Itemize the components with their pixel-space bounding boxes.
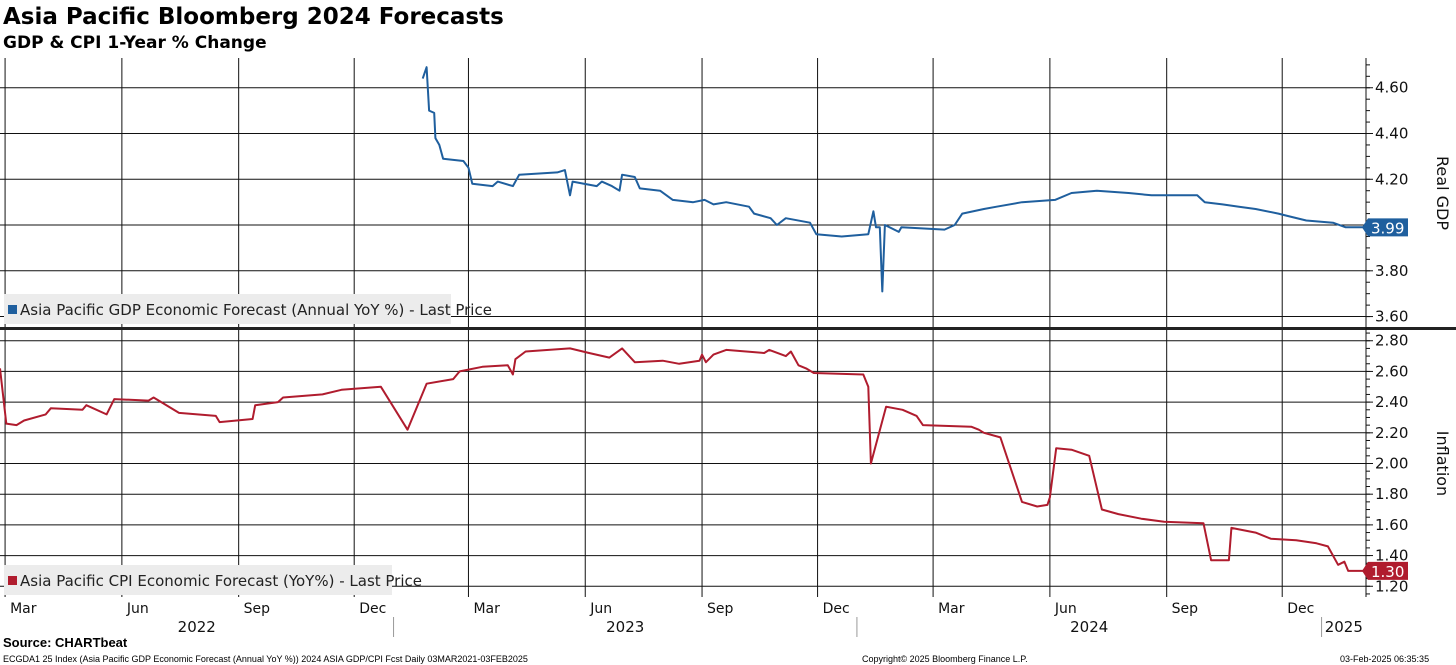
y-tick-label: 2.20: [1375, 424, 1408, 442]
gdp-axis-label: Real GDP: [1433, 156, 1452, 230]
cpi-legend-label: Asia Pacific CPI Economic Forecast (YoY%…: [20, 572, 422, 590]
y-tick-label: 2.00: [1375, 455, 1408, 473]
gdp-last-value-label: 3.99: [1371, 219, 1404, 237]
y-tick-label: 2.80: [1375, 332, 1408, 350]
cpi-last-value-label: 1.30: [1371, 563, 1404, 581]
y-tick-label: 1.80: [1375, 485, 1408, 503]
x-tick-label: Mar: [10, 601, 37, 617]
gdp-series-line: [421, 66, 1364, 293]
chart-title: Asia Pacific Bloomberg 2024 Forecasts: [3, 4, 504, 30]
x-tick-label: Jun: [126, 601, 149, 617]
series-layer: [0, 66, 1364, 572]
axis-layer: Mar Jun Sep Dec Mar Jun Sep Dec Mar Jun Sep Dec 2022…: [10, 58, 1452, 637]
footer-timestamp: 03-Feb-2025 06:35:35: [1340, 654, 1430, 664]
x-tick-label: Sep: [707, 601, 734, 617]
gdp-legend: Asia Pacific GDP Economic Forecast (Annu…: [4, 294, 492, 324]
x-tick-label: Dec: [823, 601, 850, 617]
year-label: 2023: [606, 618, 644, 636]
cpi-axis-label: Inflation: [1433, 431, 1452, 496]
x-tick-label: Jun: [589, 601, 612, 617]
y-tick-label: 4.40: [1375, 125, 1408, 143]
footer-index-info: ECGDA1 25 Index (Asia Pacific GDP Econom…: [3, 654, 528, 664]
y-tick-label: 3.80: [1375, 262, 1408, 280]
y-tick-label: 4.60: [1375, 79, 1408, 97]
y-tick-label: 4.20: [1375, 170, 1408, 188]
cpi-legend: Asia Pacific CPI Economic Forecast (YoY%…: [4, 565, 422, 595]
x-tick-label: Sep: [244, 601, 270, 617]
y-tick-label: 2.40: [1375, 393, 1408, 411]
gdp-legend-label: Asia Pacific GDP Economic Forecast (Annu…: [20, 301, 492, 319]
gdp-last-value-tag: [1362, 218, 1408, 237]
footer-copyright: Copyright© 2025 Bloomberg Finance L.P.: [862, 654, 1028, 664]
cpi-series-line: [0, 347, 1364, 572]
x-tick-label: Dec: [1287, 601, 1314, 617]
source-label: Source: CHARTbeat: [3, 635, 128, 650]
y-tick-label: 3.60: [1375, 308, 1408, 326]
x-tick-label: Mar: [473, 601, 500, 617]
cpi-last-value-tag: [1362, 561, 1408, 580]
y-tick-label: 1.40: [1375, 547, 1408, 565]
chart-subtitle: GDP & CPI 1-Year % Change: [3, 33, 267, 53]
y-tick-label: 2.60: [1375, 362, 1408, 380]
y-tick-label: 1.60: [1375, 516, 1408, 534]
year-label: 2022: [178, 618, 216, 636]
y-tick-label: 1.20: [1375, 577, 1408, 595]
x-tick-label: Sep: [1172, 601, 1199, 617]
x-tick-label: Dec: [359, 601, 386, 617]
x-tick-label: Jun: [1054, 601, 1077, 617]
year-label: 2024: [1070, 618, 1108, 636]
x-tick-label: Mar: [938, 601, 965, 617]
year-label: 2025: [1325, 618, 1363, 636]
